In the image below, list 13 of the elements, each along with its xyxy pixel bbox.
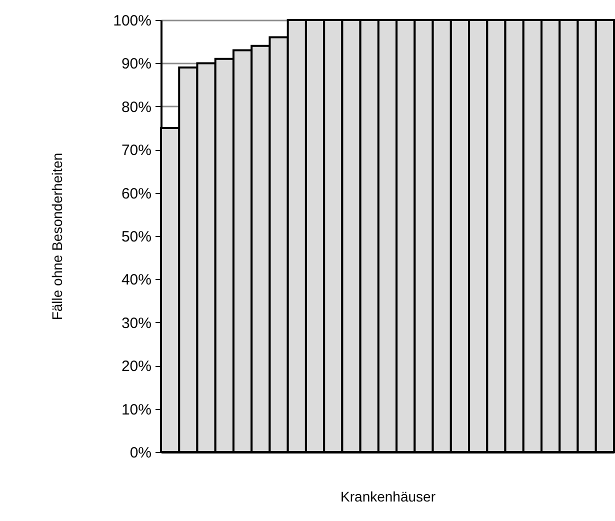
y-tick-label: 40% — [121, 272, 152, 289]
y-tick-label: 20% — [121, 358, 152, 376]
x-axis-title: Krankenhäuser — [340, 488, 436, 504]
y-tick-label: 90% — [121, 56, 152, 73]
y-tick-label: 100% — [113, 12, 152, 30]
y-tick-label: 30% — [121, 314, 152, 332]
y-tick-label: 10% — [121, 401, 152, 418]
y-tick-label: 50% — [121, 228, 152, 246]
y-tick-label: 80% — [121, 98, 152, 116]
y-tick-label: 0% — [130, 444, 152, 462]
y-axis-title: Fälle ohne Besonderheiten — [49, 152, 66, 320]
y-tick-label: 60% — [121, 185, 152, 202]
y-tick-label: 70% — [121, 142, 152, 160]
